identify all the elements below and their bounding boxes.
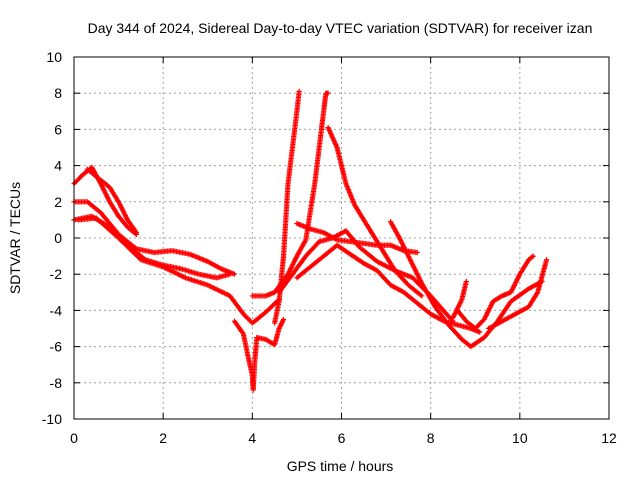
y-tick-label: 10 [46, 49, 62, 65]
y-tick-label: -8 [50, 375, 63, 391]
data-point [133, 229, 140, 236]
y-tick-label: -4 [50, 302, 63, 318]
x-tick-label: 4 [248, 430, 256, 446]
data-point [529, 254, 535, 260]
data-point [231, 271, 238, 277]
series-arc-4 [84, 166, 140, 236]
series-arc-15 [454, 253, 536, 332]
y-tick-label: -10 [42, 411, 62, 427]
y-tick-label: 8 [54, 85, 62, 101]
series-arc-14 [450, 278, 469, 321]
series-arc-5 [75, 215, 282, 326]
series-arc-10 [325, 124, 425, 299]
x-tick-label: 6 [338, 430, 346, 446]
data-point [414, 249, 420, 256]
x-tick-label: 2 [159, 430, 167, 446]
y-tick-label: -6 [50, 339, 63, 355]
x-axis-label: GPS time / hours [287, 458, 394, 474]
x-tick-label: 12 [601, 430, 617, 446]
series-arc-6 [231, 316, 287, 393]
y-tick-label: 4 [54, 158, 62, 174]
series-arc-8 [272, 88, 302, 326]
data-point [419, 293, 425, 299]
y-axis-label: SDTVAR / TECUs [7, 182, 23, 294]
y-tick-label: 0 [54, 230, 62, 246]
data-point [227, 271, 233, 277]
y-tick-label: -2 [50, 266, 63, 282]
x-tick-labels: 0 2 4 6 8 10 12 [70, 430, 617, 446]
series-arc-3 [71, 213, 233, 281]
data-point [463, 278, 469, 285]
data-point [280, 316, 287, 323]
data-marks [71, 88, 550, 393]
y-tick-labels: -10 -8 -6 -4 -2 0 2 4 6 8 10 [42, 49, 62, 427]
data-point [530, 253, 536, 259]
data-point [477, 329, 483, 335]
x-tick-label: 0 [70, 430, 78, 446]
y-tick-label: 2 [54, 194, 62, 210]
chart-title: Day 344 of 2024, Sidereal Day-to-day VTE… [88, 20, 593, 36]
data-point [137, 256, 143, 262]
data-point [543, 257, 550, 263]
x-tick-label: 10 [512, 430, 528, 446]
series-arc-16 [486, 257, 550, 332]
plot-frame [73, 56, 610, 420]
data-point [325, 90, 331, 96]
data-point [296, 88, 302, 94]
series-arc-13 [387, 219, 545, 350]
y-tick-label: 6 [54, 121, 62, 137]
x-tick-label: 8 [427, 430, 435, 446]
series-arc-7 [249, 90, 331, 299]
